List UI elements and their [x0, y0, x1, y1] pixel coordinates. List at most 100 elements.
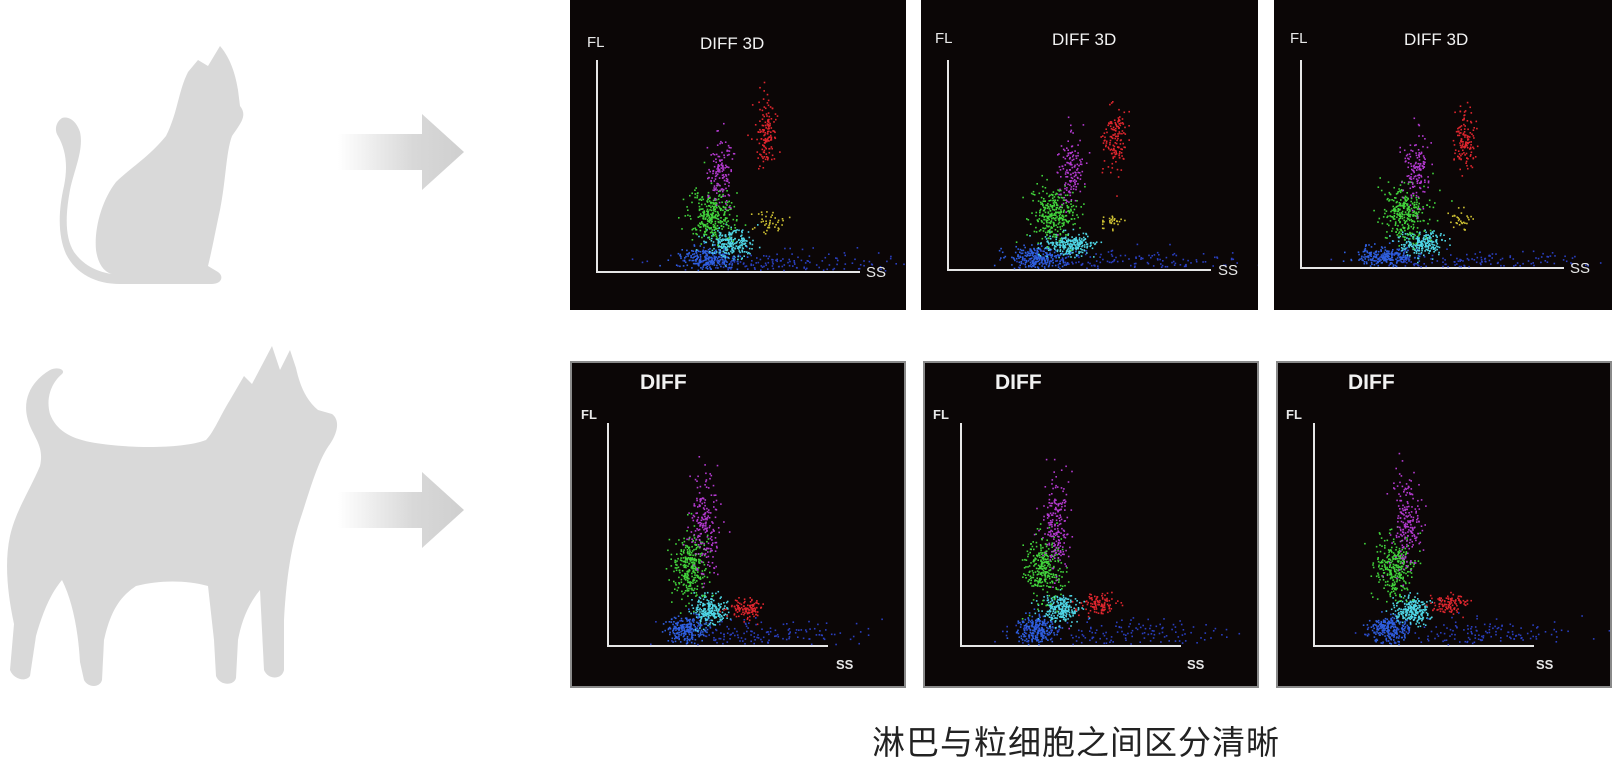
- cell-dot: [726, 180, 729, 183]
- cell-dot: [1406, 233, 1409, 235]
- cell-dot: [722, 195, 724, 197]
- cell-dot: [1057, 154, 1059, 156]
- cell-dot: [730, 238, 733, 241]
- cell-dot: [726, 238, 729, 240]
- cell-dot: [732, 152, 735, 155]
- cell-dot: [758, 167, 760, 170]
- cell-dot: [712, 253, 714, 256]
- cell-dot: [767, 99, 770, 102]
- diff-plot-2: DIFF FL SS: [923, 361, 1259, 688]
- cell-dot: [1049, 210, 1052, 212]
- cell-dot: [731, 252, 733, 254]
- cell-dot: [704, 594, 706, 597]
- cell-cluster: [1100, 101, 1130, 197]
- cell-dot: [701, 526, 704, 529]
- cell-dot: [1467, 259, 1470, 261]
- cell-dot: [754, 639, 756, 641]
- cell-dot: [1430, 233, 1432, 235]
- cell-dot: [777, 635, 780, 638]
- cell-dot: [761, 213, 763, 216]
- cell-dot: [1387, 215, 1389, 218]
- cell-dot: [1475, 120, 1478, 123]
- cell-dot: [687, 214, 689, 217]
- cell-dot: [757, 261, 760, 264]
- cell-dot: [1024, 254, 1026, 257]
- cell-dot: [1058, 197, 1060, 199]
- cell-dot: [1367, 259, 1370, 261]
- cell-dot: [707, 600, 710, 602]
- cell-dot: [1156, 251, 1159, 254]
- cell-dot: [687, 552, 689, 555]
- cell-dot: [1043, 259, 1046, 262]
- cell-dot: [1415, 203, 1418, 206]
- cell-dot: [1075, 186, 1078, 188]
- cell-dot: [734, 237, 736, 240]
- cell-dot: [1481, 260, 1483, 263]
- cell-dot: [701, 236, 703, 239]
- cell-dot: [1041, 259, 1044, 261]
- cell-dot: [705, 263, 707, 265]
- cell-dot: [1068, 252, 1071, 254]
- cell-dot: [702, 586, 705, 588]
- cell-dot: [702, 598, 705, 601]
- cell-dot: [770, 136, 773, 139]
- cell-dot: [1402, 235, 1404, 238]
- cell-dot: [709, 263, 711, 266]
- cell-dot: [1050, 255, 1053, 257]
- cell-dot: [1080, 163, 1083, 166]
- cell-dot: [1344, 251, 1346, 254]
- cell-dot: [1025, 626, 1028, 628]
- cell-dot: [1114, 218, 1116, 220]
- cell-dot: [1080, 161, 1082, 163]
- cell-dot: [706, 529, 708, 532]
- cell-dot: [1043, 222, 1045, 225]
- cell-dot: [1026, 234, 1028, 236]
- cell-dot: [696, 528, 698, 530]
- cell-dot: [1436, 243, 1439, 245]
- cell-dot: [795, 629, 798, 631]
- cell-dot: [732, 246, 735, 249]
- cell-dot: [712, 484, 715, 487]
- cell-dot: [1033, 259, 1035, 261]
- cell-dot: [719, 208, 722, 210]
- cell-dot: [714, 199, 716, 201]
- cell-dot: [699, 525, 701, 527]
- axis-lines: [607, 423, 828, 647]
- cell-dot: [717, 165, 719, 167]
- cell-dot: [1414, 244, 1417, 247]
- cell-dot: [722, 190, 724, 193]
- cell-dot: [1403, 243, 1405, 246]
- cell-dot: [774, 217, 776, 219]
- cell-dot: [686, 559, 688, 561]
- cell-dot: [1408, 205, 1410, 208]
- cell-dot: [760, 138, 763, 140]
- cell-dot: [1047, 202, 1049, 205]
- cell-dot: [754, 608, 757, 610]
- cell-dot: [1202, 253, 1205, 255]
- cell-dot: [1373, 209, 1375, 212]
- cell-dot: [1058, 153, 1060, 155]
- cell-dot: [684, 561, 687, 564]
- cell-dot: [1418, 237, 1420, 239]
- cell-dot: [776, 115, 779, 117]
- cell-dot: [1034, 262, 1036, 264]
- cell-dot: [1077, 254, 1080, 257]
- cell-dot: [807, 260, 809, 262]
- cell-dot: [1037, 256, 1040, 259]
- cell-dot: [703, 611, 706, 614]
- cell-dot: [895, 263, 897, 265]
- cell-dot: [1053, 251, 1056, 254]
- cell-dot: [1395, 258, 1397, 260]
- cell-dot: [1374, 253, 1376, 256]
- cell-dot: [725, 239, 728, 241]
- cell-dot: [719, 610, 721, 613]
- cell-dot: [727, 227, 730, 229]
- cell-dot: [1367, 256, 1370, 259]
- cell-dot: [1465, 152, 1468, 155]
- cell-dot: [706, 261, 708, 264]
- cell-dot: [1389, 193, 1392, 196]
- cell-dot: [1033, 252, 1035, 254]
- cell-dot: [704, 611, 707, 613]
- cell-dot: [1108, 147, 1110, 150]
- cell-dot: [1035, 231, 1038, 233]
